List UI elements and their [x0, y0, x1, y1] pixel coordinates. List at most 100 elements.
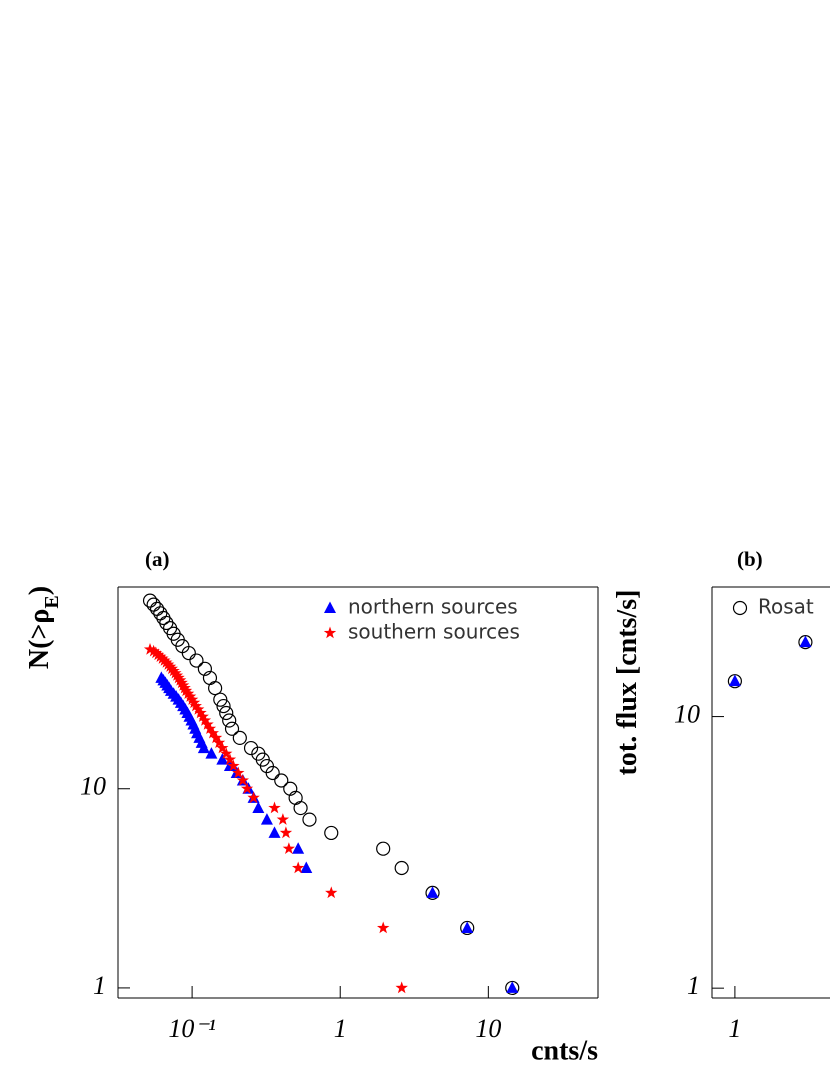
star-marker — [192, 703, 205, 715]
triangle-marker — [461, 921, 474, 933]
triangle-marker — [268, 826, 281, 838]
star-marker — [156, 652, 169, 664]
star-marker — [292, 861, 305, 874]
y-axis-label-part: ) — [24, 586, 55, 595]
x-tick-label: 10⁻¹ — [168, 1014, 216, 1043]
circle-marker — [153, 606, 168, 621]
circle-marker — [394, 860, 409, 876]
y-axis-label-part: tot. flux [cnts/s] — [612, 590, 643, 776]
y-axis-label: N(>ρE) — [24, 586, 62, 669]
circle-marker — [224, 721, 240, 736]
panel-title: (a) — [145, 547, 170, 571]
triangle-marker — [324, 601, 336, 613]
star-marker — [220, 747, 233, 759]
star-marker — [268, 801, 281, 814]
triangle-marker — [216, 753, 229, 765]
x-tick-label: 1 — [334, 1014, 347, 1043]
star-marker — [247, 791, 260, 804]
star-marker — [395, 981, 408, 994]
circle-marker — [208, 681, 223, 696]
star-marker — [169, 666, 182, 679]
y-tick-label: 10 — [674, 700, 700, 729]
triangle-marker — [197, 741, 210, 754]
y-axis-label-part: N(>ρ — [24, 609, 55, 669]
panel: (a) 10⁻¹ 1 10 1 10 cnts/s N(>ρE) northern source… — [24, 547, 599, 1066]
triangle-marker — [300, 861, 313, 874]
x-tick-label: 10 — [475, 1014, 501, 1043]
star-marker — [165, 662, 178, 675]
star-marker — [181, 687, 195, 699]
x-tick-label: 1 — [728, 1014, 741, 1043]
star-marker — [158, 654, 171, 666]
star-marker — [377, 921, 390, 934]
circle-marker — [324, 825, 339, 841]
circle-marker — [274, 773, 289, 788]
triangle-marker — [205, 747, 218, 759]
circle-marker — [189, 653, 204, 668]
circle-marker — [146, 597, 161, 612]
star-marker — [163, 660, 177, 672]
data-layer — [727, 635, 813, 689]
circle-marker — [265, 765, 280, 781]
y-axis-label-part: E — [41, 595, 63, 608]
star-marker — [323, 626, 337, 639]
star-marker — [170, 669, 184, 681]
star-marker — [185, 693, 199, 705]
star-marker — [178, 681, 191, 694]
star-marker — [173, 673, 187, 686]
circle-marker — [216, 698, 231, 714]
circle-marker — [213, 692, 228, 707]
star-marker — [212, 736, 226, 749]
y-axis-label: tot. flux [cnts/s] — [612, 590, 643, 776]
star-marker — [227, 759, 240, 772]
circle-marker — [732, 600, 748, 616]
star-marker — [206, 726, 219, 739]
legend-label: Rosat — [758, 595, 814, 619]
circle-marker — [302, 812, 317, 827]
legend-label: northern sources — [348, 595, 518, 619]
star-marker — [179, 684, 193, 697]
star-marker — [160, 656, 173, 668]
star-marker — [209, 731, 223, 744]
circle-marker — [243, 740, 259, 756]
star-marker — [201, 718, 214, 730]
triangle-marker — [426, 886, 439, 898]
circle-marker — [197, 661, 212, 676]
x-axis-label: cnts/s — [531, 1035, 598, 1066]
panel-title: (b) — [737, 547, 763, 571]
star-marker — [232, 766, 245, 779]
star-marker — [196, 710, 209, 722]
star-marker — [282, 842, 295, 854]
y-tick-label: 1 — [93, 971, 106, 1000]
star-marker — [223, 753, 237, 765]
star-marker — [175, 676, 188, 689]
star-marker — [325, 886, 338, 899]
y-tick-label: 1 — [687, 971, 700, 1000]
circle-marker — [149, 601, 165, 616]
triangle-marker — [260, 813, 273, 825]
circle-marker — [219, 705, 234, 721]
star-marker — [187, 696, 201, 709]
circle-marker — [181, 645, 196, 661]
star-marker — [198, 714, 212, 726]
data-layer — [142, 593, 520, 996]
y-tick-label: 10 — [80, 772, 106, 801]
triangle-marker — [799, 635, 812, 648]
circle-marker — [376, 841, 391, 856]
star-marker — [147, 644, 160, 657]
star-marker — [172, 671, 185, 684]
star-marker — [184, 690, 197, 702]
star-marker — [276, 813, 290, 825]
panel: (b) 11 10 tot. flux [cnts/s] Rosat — [612, 547, 830, 1043]
triangle-marker — [292, 842, 305, 854]
circle-marker — [293, 800, 308, 816]
star-marker — [189, 699, 202, 712]
star-marker — [152, 648, 165, 661]
star-marker — [203, 722, 217, 734]
star-marker — [177, 679, 190, 691]
star-marker — [149, 646, 163, 659]
star-marker — [279, 826, 293, 839]
triangle-marker — [252, 801, 265, 814]
star-marker — [162, 658, 175, 670]
